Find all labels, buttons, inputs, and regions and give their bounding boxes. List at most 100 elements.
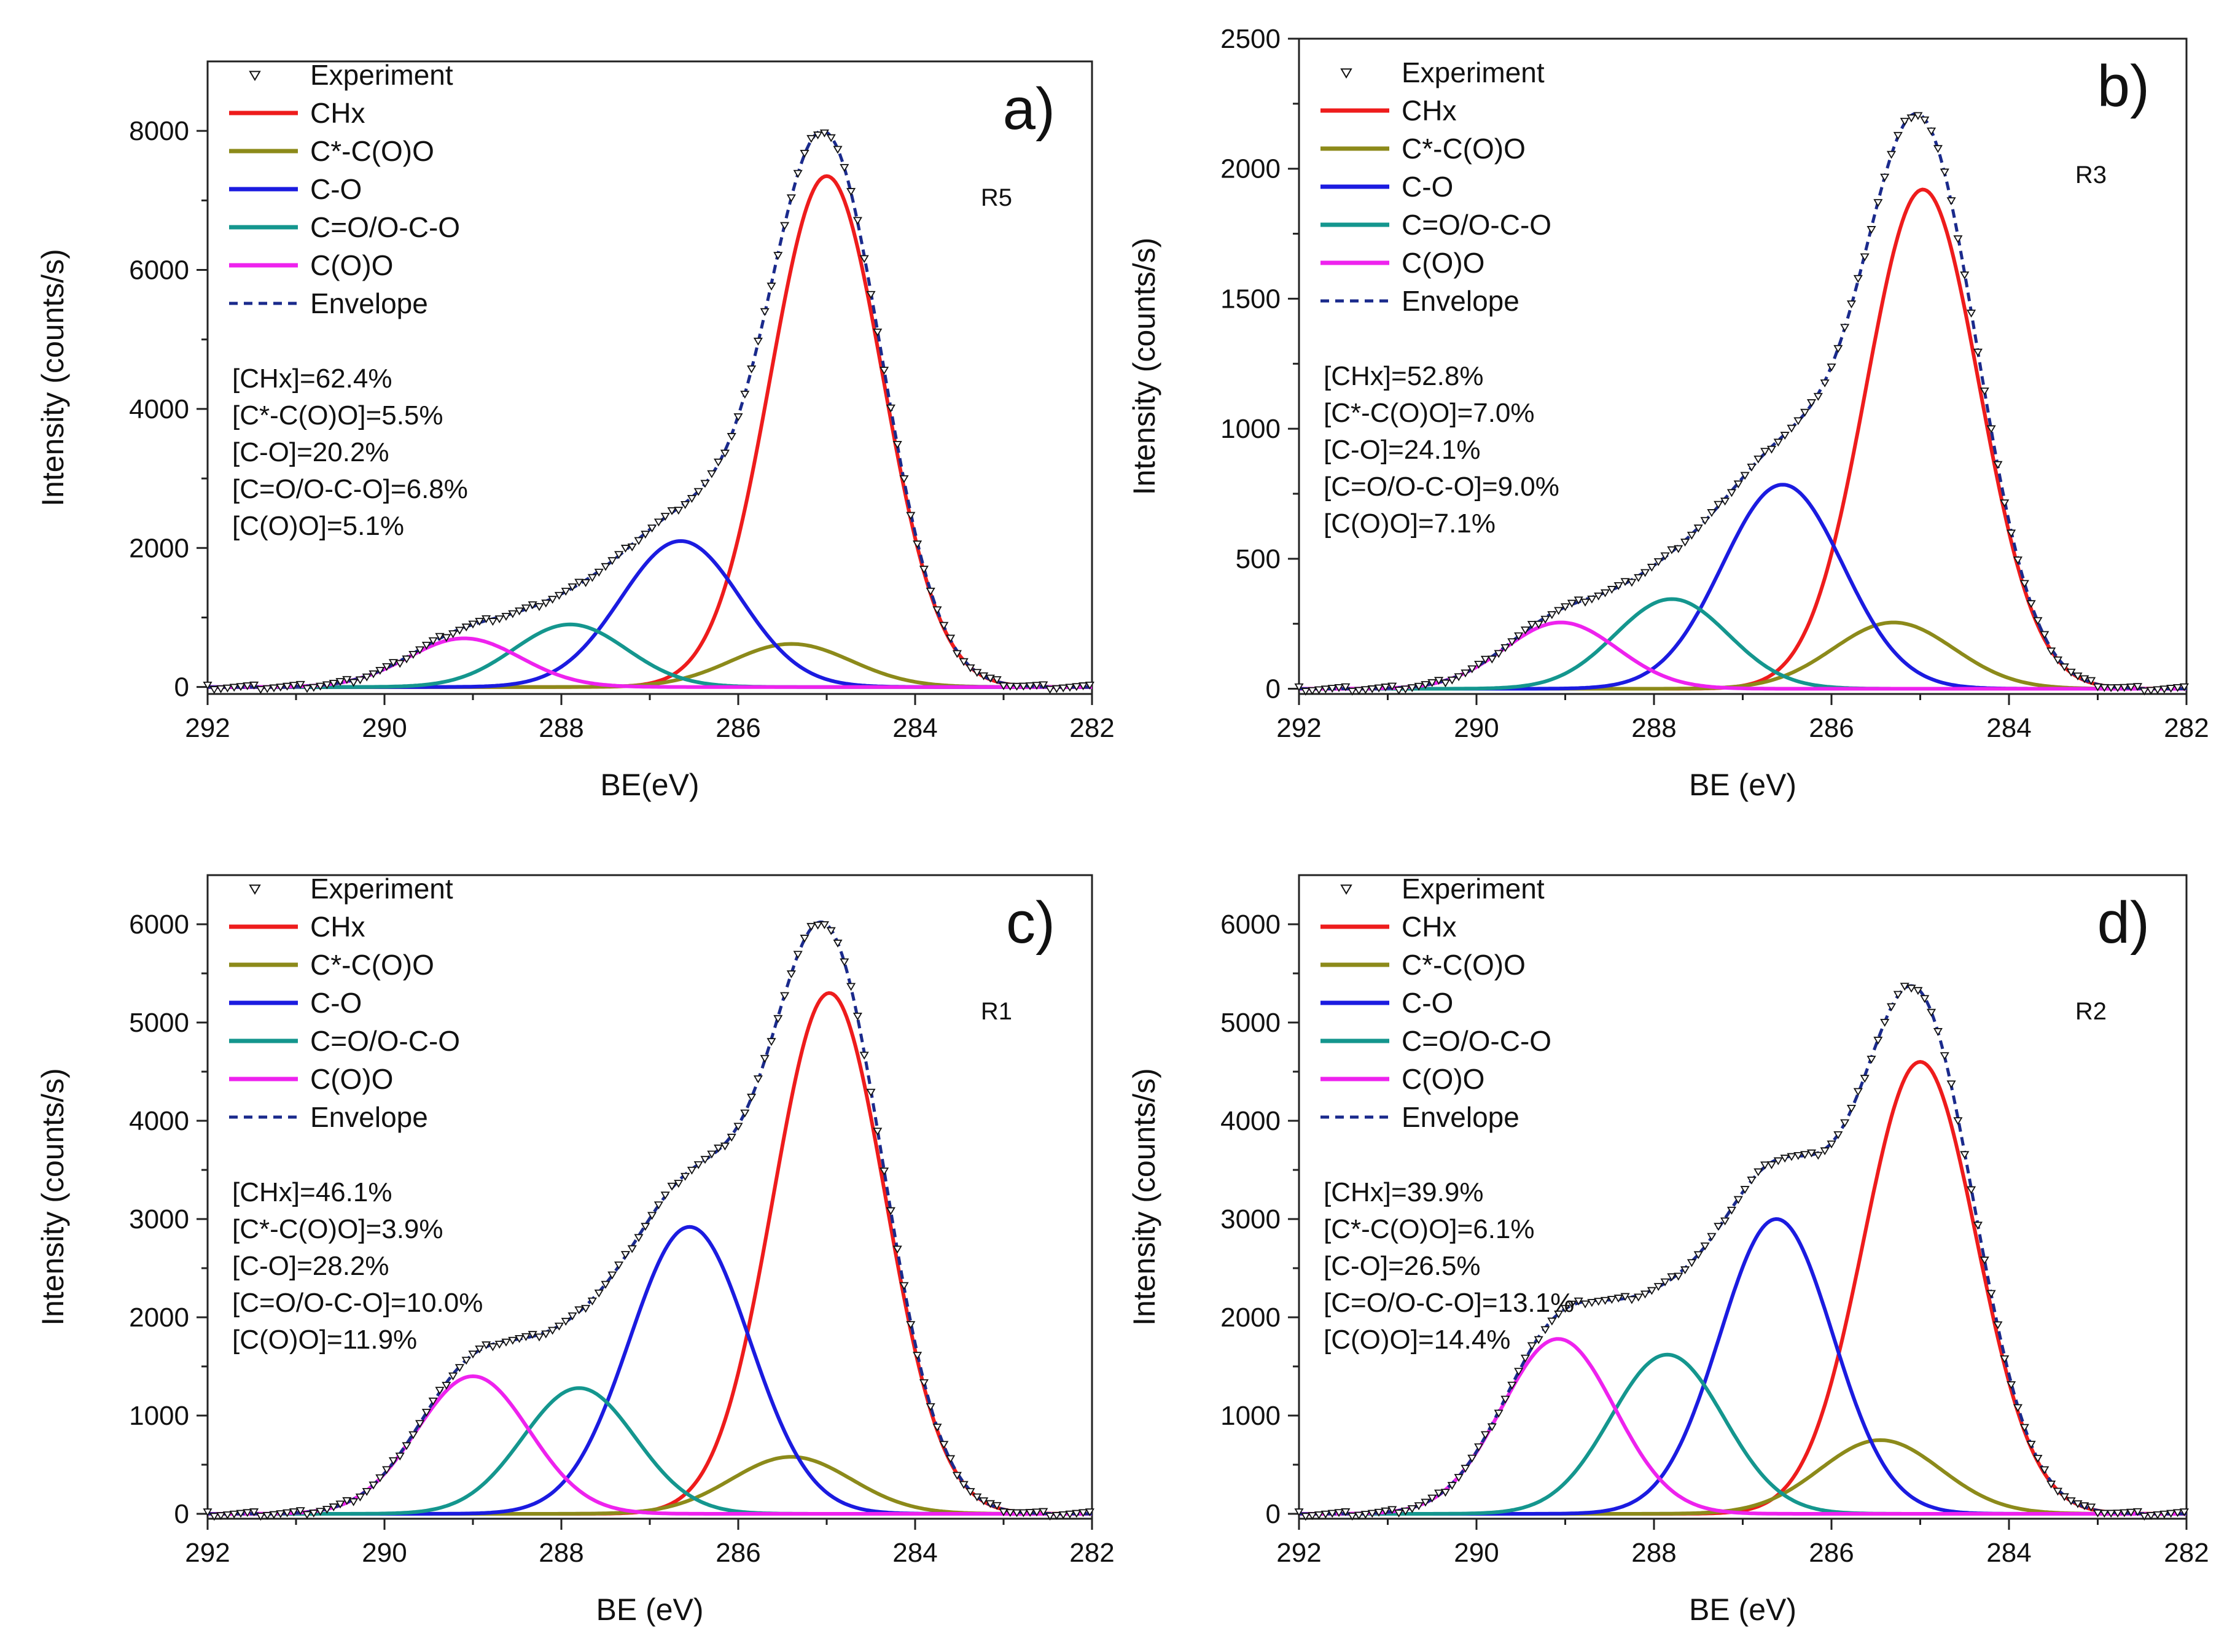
- experiment-point: [1687, 1259, 1696, 1268]
- y-tick-label: 2000: [1220, 1303, 1281, 1333]
- experiment-point: [2033, 1454, 2043, 1463]
- legend-label-envelope: Envelope: [1402, 1101, 1519, 1133]
- experiment-point: [880, 1167, 889, 1176]
- experiment-point: [1400, 1507, 1410, 1516]
- experiment-point: [1078, 682, 1088, 691]
- experiment-point: [587, 1297, 597, 1306]
- experiment-point: [402, 1442, 412, 1451]
- experiment-point: [421, 642, 431, 650]
- chart-panel-r1: 292 290 288 286 284 282 0 1000 2000 3000 4000 5000 6…: [36, 873, 1115, 1627]
- experiment-point: [819, 921, 829, 929]
- experiment-point: [1820, 1147, 1830, 1156]
- experiment-point: [501, 613, 511, 621]
- experiment-point: [203, 1508, 213, 1517]
- experiment-point: [1680, 1266, 1690, 1274]
- legend-label-ccoo: C*-C(O)O: [310, 135, 434, 167]
- experiment-point: [1334, 1509, 1344, 1518]
- experiment-point: [1920, 995, 1930, 1003]
- experiment-point: [1667, 546, 1677, 555]
- experiment-point: [1840, 324, 1850, 332]
- experiment-point: [1480, 1431, 1491, 1440]
- experiment-point: [760, 1054, 770, 1063]
- experiment-point: [2059, 1493, 2069, 1502]
- experiment-point: [1427, 1494, 1437, 1503]
- experiment-point: [1953, 235, 1963, 244]
- experiment-point: [886, 1207, 895, 1215]
- experiment-point: [1726, 489, 1737, 497]
- composition-line: [C*-C(O)O]=5.5%: [232, 400, 443, 431]
- experiment-point: [1314, 1511, 1324, 1519]
- experiment-point: [521, 1333, 531, 1341]
- experiment-point: [222, 1511, 232, 1519]
- experiment-point: [1085, 1508, 1094, 1517]
- experiment-point: [1700, 1242, 1710, 1251]
- legend-label-coo: C(O)O: [310, 249, 393, 281]
- experiment-point: [2007, 1381, 2016, 1390]
- experiment-point: [216, 685, 226, 693]
- experiment-point: [2053, 657, 2063, 664]
- experiment-point: [2099, 684, 2109, 692]
- experiment-point: [660, 513, 670, 521]
- experiment-point: [1072, 1510, 1082, 1518]
- experiment-point: [926, 1403, 935, 1411]
- experiment-point: [1660, 1278, 1670, 1287]
- experiment-point: [1986, 1290, 1996, 1298]
- experiment-point: [1707, 509, 1717, 517]
- experiment-point: [1873, 199, 1883, 208]
- experiment-point: [1940, 168, 1949, 177]
- legend-label-ccoo: C*-C(O)O: [1402, 949, 1526, 981]
- experiment-point: [1580, 598, 1590, 607]
- experiment-point: [1467, 665, 1477, 674]
- experiment-point: [209, 1513, 219, 1521]
- x-tick-label: 292: [1276, 713, 1321, 743]
- experiment-point: [999, 1508, 1008, 1517]
- experiment-point: [1400, 685, 1410, 694]
- experiment-point: [243, 1509, 252, 1518]
- experiment-point: [793, 951, 803, 959]
- composition-line: [C=O/O-C-O]=13.1%: [1324, 1288, 1574, 1318]
- panel-label: c): [1006, 890, 1055, 956]
- experiment-point: [939, 1441, 949, 1449]
- experiment-point: [2153, 1511, 2163, 1519]
- experiment-point: [1687, 531, 1696, 540]
- experiment-point: [607, 557, 617, 566]
- experiment-point: [1454, 1474, 1464, 1482]
- experiment-point: [681, 501, 690, 509]
- experiment-point: [985, 1500, 995, 1508]
- experiment-point: [1514, 1368, 1524, 1376]
- experiment-point: [528, 601, 537, 610]
- experiment-point: [747, 365, 757, 373]
- experiment-point: [1587, 1299, 1597, 1307]
- experiment-point: [707, 470, 717, 478]
- experiment-point: [1534, 620, 1543, 629]
- chart-panel-r3: 292 290 288 286 284 282 0 500 1000 1500 2000 2500 BE…: [1127, 24, 2209, 802]
- experiment-point: [1660, 552, 1670, 561]
- experiment-point: [1800, 408, 1810, 417]
- experiment-point: [913, 540, 922, 549]
- experiment-point: [1926, 127, 1937, 136]
- experiment-point: [222, 684, 232, 693]
- experiment-point: [2086, 677, 2096, 685]
- experiment-point: [641, 531, 650, 539]
- composition-line: [C=O/O-C-O]=6.8%: [232, 474, 468, 504]
- experiment-point: [780, 222, 790, 230]
- experiment-point: [932, 606, 942, 615]
- experiment-point: [1514, 632, 1524, 641]
- legend-label-envelope: Envelope: [310, 1101, 428, 1133]
- experiment-point: [1507, 638, 1517, 647]
- experiment-point: [482, 1341, 491, 1350]
- experiment-point: [1827, 363, 1836, 372]
- experiment-point: [1520, 626, 1531, 635]
- experiment-point: [707, 1150, 717, 1159]
- experiment-point: [1440, 1489, 1451, 1497]
- experiment-point: [899, 1282, 909, 1290]
- experiment-point: [1900, 983, 1909, 991]
- experiment-point: [1607, 586, 1617, 594]
- experiment-point: [369, 670, 378, 679]
- experiment-point: [1065, 684, 1075, 692]
- experiment-point: [2099, 1510, 2109, 1518]
- experiment-point: [395, 660, 405, 668]
- experiment-point: [1554, 607, 1564, 615]
- experiment-point: [1467, 1454, 1477, 1463]
- x-tick-label: 290: [1454, 1538, 1499, 1568]
